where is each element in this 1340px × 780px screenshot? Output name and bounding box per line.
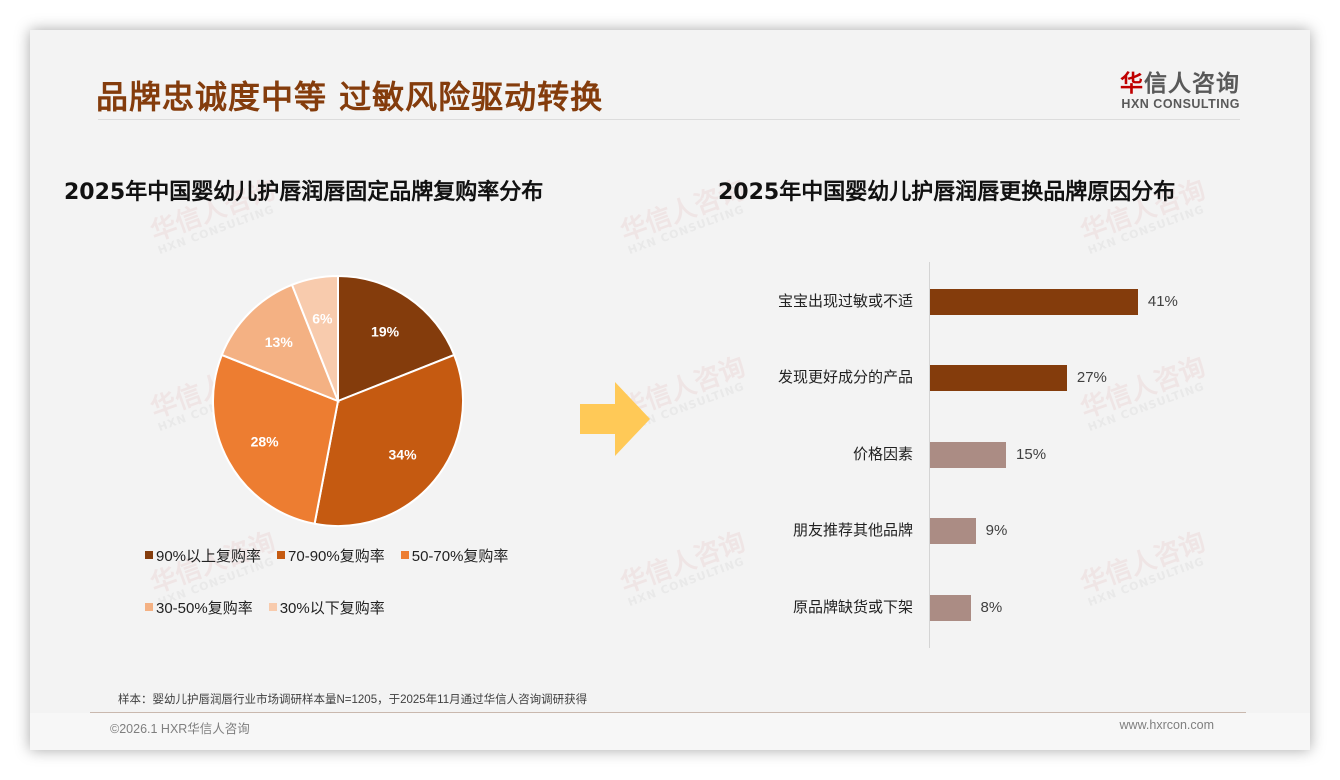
legend-label: 90%以上复购率	[156, 547, 262, 565]
pie-slice	[313, 353, 464, 527]
bar-value-label: 8%	[980, 599, 1003, 616]
title-divider	[98, 119, 1240, 120]
pie-slice	[212, 353, 340, 525]
bar-chart: 宝宝出现过敏或不适 41% 发现更好成分的产品 27% 价格因素 15% 朋友推荐其他品牌 9…	[730, 262, 1270, 652]
bar	[930, 442, 1007, 468]
slide: 品牌忠诚度中等 过敏风险驱动转换 华信人咨询 HXN CONSULTING 华信…	[30, 30, 1310, 750]
bar-row: 发现更好成分的产品 27%	[730, 365, 1270, 391]
footer	[30, 713, 1310, 750]
legend-item: 70-90%复购率	[277, 545, 385, 566]
copyright: ©2026.1 HXR华信人咨询	[110, 722, 250, 736]
legend-item: 90%以上复购率	[145, 545, 261, 566]
pie-data-label: 6%	[312, 311, 333, 327]
legend-item: 50-70%复购率	[400, 545, 509, 566]
legend-label: 30%以下复购率	[279, 599, 385, 617]
legend-swatch	[277, 551, 286, 559]
bar-category-label: 原品牌缺货或下架	[792, 599, 913, 616]
bar-row: 原品牌缺货或下架 8%	[730, 595, 1270, 621]
logo-cn: 华信人咨询	[1110, 64, 1240, 98]
bar-category-label: 发现更好成分的产品	[777, 369, 913, 386]
logo-cn-text: 信人咨询	[1144, 71, 1240, 97]
arrow-right-icon	[580, 382, 650, 456]
pie-chart-title: 2025年中国婴幼儿护唇润唇固定品牌复购率分布	[64, 180, 544, 205]
pie-slice	[337, 274, 456, 403]
legend-item: 30%以下复购率	[268, 597, 385, 618]
bar-chart-title: 2025年中国婴幼儿护唇润唇更换品牌原因分布	[718, 180, 1176, 205]
pie-data-label: 19%	[371, 324, 400, 340]
legend-label: 70-90%复购率	[288, 547, 385, 565]
pie-data-label: 13%	[265, 334, 294, 350]
bar-row: 价格因素 15%	[730, 442, 1270, 468]
logo: 华信人咨询 HXN CONSULTING	[1110, 64, 1240, 111]
pie-data-label: 34%	[389, 446, 418, 462]
logo-cn-mark: 华	[1120, 71, 1144, 97]
bar-row: 宝宝出现过敏或不适 41%	[730, 289, 1270, 315]
bar	[930, 289, 1138, 315]
bar	[930, 518, 976, 544]
website-link[interactable]: www.hxrcon.com	[1119, 718, 1214, 732]
legend-item: 30-50%复购率	[145, 597, 253, 618]
bar-value-label: 41%	[1147, 293, 1178, 310]
legend-swatch	[400, 551, 409, 559]
bar-category-label: 朋友推荐其他品牌	[792, 522, 913, 539]
pie-data-label: 28%	[251, 433, 280, 449]
bar-value-label: 9%	[985, 522, 1008, 539]
pie-slice	[290, 274, 339, 402]
pie-legend: 90%以上复购率 70-90%复购率 50-70%复购率 30-50%复购率 3…	[145, 542, 565, 620]
pie-chart: 19% 34% 28% 13% 6%	[212, 274, 464, 527]
pie-slice	[220, 283, 340, 403]
page-title: 品牌忠诚度中等 过敏风险驱动转换	[96, 78, 604, 116]
bar	[930, 365, 1067, 391]
legend-swatch	[145, 551, 153, 559]
legend-swatch	[145, 603, 153, 611]
logo-en: HXN CONSULTING	[1121, 97, 1240, 111]
legend-label: 50-70%复购率	[411, 547, 509, 565]
category-axis	[929, 262, 930, 648]
source-note: 样本：婴幼儿护唇润唇行业市场调研样本量N=1205，于2025年11月通过华信人…	[118, 694, 588, 706]
footer-divider	[90, 712, 1246, 713]
bar-category-label: 价格因素	[852, 446, 913, 463]
legend-swatch	[268, 603, 277, 611]
bar-category-label: 宝宝出现过敏或不适	[777, 293, 913, 310]
bar-value-label: 15%	[1016, 446, 1047, 463]
bar-row: 朋友推荐其他品牌 9%	[730, 518, 1270, 544]
legend-label: 30-50%复购率	[156, 599, 253, 617]
bar-value-label: 27%	[1076, 369, 1107, 386]
bar	[930, 595, 971, 621]
